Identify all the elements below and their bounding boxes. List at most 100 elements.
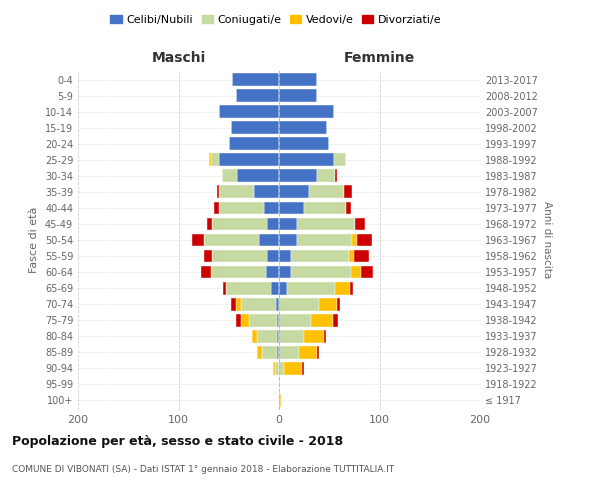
Bar <box>279 186 309 198</box>
Bar <box>291 266 352 278</box>
Bar <box>291 250 349 262</box>
Bar <box>236 89 279 102</box>
Bar <box>271 282 279 294</box>
Text: Maschi: Maschi <box>151 51 206 65</box>
Bar <box>355 218 365 230</box>
Text: Popolazione per età, sesso e stato civile - 2018: Popolazione per età, sesso e stato civil… <box>12 435 343 448</box>
Y-axis label: Fasce di età: Fasce di età <box>29 207 39 273</box>
Bar <box>237 170 279 182</box>
Text: Femmine: Femmine <box>344 51 415 65</box>
Bar <box>232 73 279 86</box>
Bar <box>217 186 218 198</box>
Bar <box>279 282 287 294</box>
Bar <box>236 298 241 310</box>
Bar <box>266 266 279 278</box>
Bar <box>218 202 264 214</box>
Bar <box>212 218 267 230</box>
Bar <box>279 89 317 102</box>
Bar <box>287 282 335 294</box>
Bar <box>350 282 353 294</box>
Bar <box>214 202 218 214</box>
Bar <box>218 154 279 166</box>
Bar <box>231 298 236 310</box>
Bar <box>275 362 279 374</box>
Bar <box>257 330 277 342</box>
Bar <box>355 250 370 262</box>
Bar <box>335 282 350 294</box>
Bar <box>259 234 279 246</box>
Bar <box>279 218 297 230</box>
Bar <box>333 314 338 326</box>
Bar <box>273 362 275 374</box>
Bar <box>218 106 279 118</box>
Bar <box>252 330 257 342</box>
Bar <box>218 186 254 198</box>
Bar <box>279 266 291 278</box>
Bar <box>344 186 352 198</box>
Bar <box>191 234 203 246</box>
Bar <box>211 154 218 166</box>
Bar <box>279 202 304 214</box>
Bar <box>334 154 346 166</box>
Bar <box>279 73 317 86</box>
Bar <box>209 154 211 166</box>
Bar <box>279 234 297 246</box>
Bar <box>279 346 299 358</box>
Bar <box>279 330 304 342</box>
Bar <box>299 346 317 358</box>
Bar <box>279 106 334 118</box>
Bar <box>236 314 241 326</box>
Bar <box>317 346 319 358</box>
Bar <box>337 298 340 310</box>
Bar <box>358 234 373 246</box>
Bar <box>277 314 279 326</box>
Bar <box>200 266 211 278</box>
Bar <box>241 298 276 310</box>
Bar <box>203 234 259 246</box>
Bar <box>211 266 266 278</box>
Bar <box>284 362 302 374</box>
Bar <box>279 122 327 134</box>
Bar <box>346 202 352 214</box>
Bar <box>277 330 279 342</box>
Bar <box>335 170 337 182</box>
Bar <box>304 202 346 214</box>
Bar <box>279 362 284 374</box>
Text: COMUNE DI VIBONATI (SA) - Dati ISTAT 1° gennaio 2018 - Elaborazione TUTTITALIA.I: COMUNE DI VIBONATI (SA) - Dati ISTAT 1° … <box>12 465 394 474</box>
Bar <box>231 122 279 134</box>
Bar <box>297 218 355 230</box>
Bar <box>222 170 237 182</box>
Bar <box>206 218 212 230</box>
Bar <box>277 346 279 358</box>
Bar <box>203 250 212 262</box>
Bar <box>229 138 279 150</box>
Bar <box>262 346 277 358</box>
Bar <box>249 314 277 326</box>
Bar <box>352 234 358 246</box>
Bar <box>257 346 262 358</box>
Bar <box>267 250 279 262</box>
Bar <box>264 202 279 214</box>
Bar <box>267 218 279 230</box>
Legend: Celibi/Nubili, Coniugati/e, Vedovi/e, Divorziati/e: Celibi/Nubili, Coniugati/e, Vedovi/e, Di… <box>106 10 446 29</box>
Bar <box>317 170 335 182</box>
Bar <box>361 266 373 278</box>
Bar <box>279 154 334 166</box>
Bar <box>279 138 329 150</box>
Bar <box>279 250 291 262</box>
Bar <box>279 170 317 182</box>
Bar <box>279 314 311 326</box>
Bar <box>319 298 337 310</box>
Bar <box>279 298 319 310</box>
Bar <box>311 314 333 326</box>
Bar <box>304 330 324 342</box>
Bar <box>352 266 361 278</box>
Bar <box>309 186 344 198</box>
Bar <box>226 282 271 294</box>
Bar <box>279 394 281 407</box>
Bar <box>276 298 279 310</box>
Bar <box>223 282 226 294</box>
Bar <box>302 362 304 374</box>
Bar <box>324 330 326 342</box>
Bar <box>212 250 267 262</box>
